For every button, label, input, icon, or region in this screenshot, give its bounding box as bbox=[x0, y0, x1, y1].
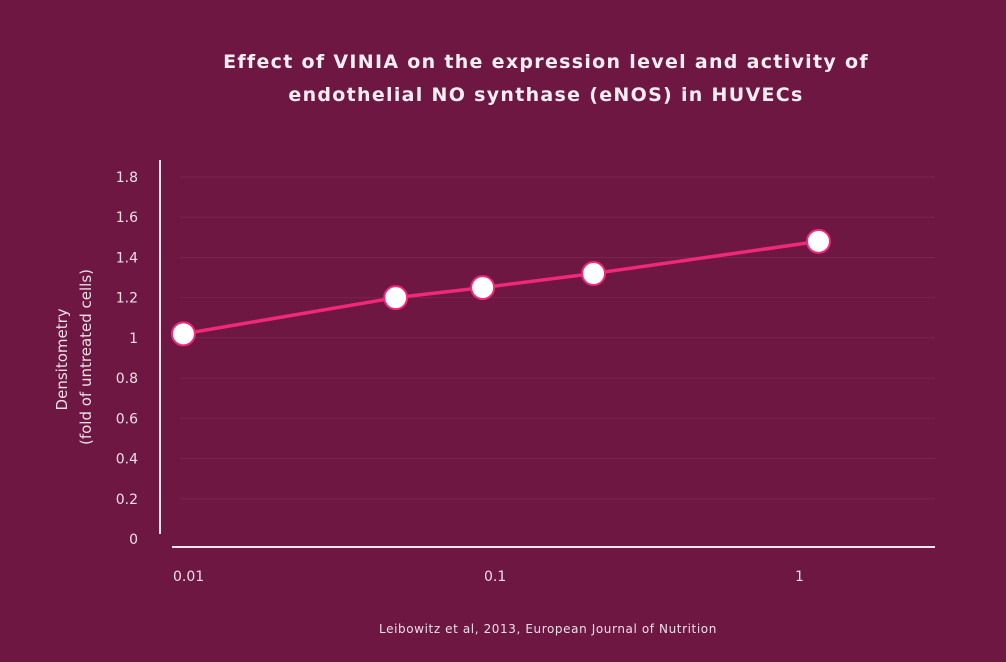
data-point-marker bbox=[581, 261, 607, 287]
y-axis-label: Densitometry (fold of untreated cells) bbox=[53, 269, 95, 445]
y-axis-ticks: 0 0.2 0.4 0.6 0.8 1 1.2 1.4 1.6 1.8 bbox=[116, 170, 138, 548]
data-point-marker bbox=[170, 321, 196, 347]
series-group bbox=[170, 228, 831, 347]
y-axis-label-line-1: Densitometry bbox=[53, 308, 71, 410]
series-line bbox=[183, 239, 819, 336]
x-axis-ticks: 0.01 0.1 1 bbox=[173, 569, 804, 585]
data-point-marker bbox=[470, 275, 496, 301]
y-tick-label: 1.8 bbox=[116, 170, 138, 186]
y-tick-label: 0.4 bbox=[116, 452, 138, 468]
y-tick-label: 1.2 bbox=[116, 291, 138, 307]
data-point-marker bbox=[805, 228, 831, 254]
y-tick-label: 0.6 bbox=[116, 411, 138, 427]
x-tick-label: 1 bbox=[795, 569, 804, 585]
y-tick-label: 0 bbox=[129, 532, 138, 548]
chart-title-line-2: endothelial NO synthase (eNOS) in HUVECs bbox=[288, 84, 804, 106]
y-tick-label: 0.2 bbox=[116, 492, 138, 508]
x-tick-label: 0.1 bbox=[484, 569, 506, 585]
source-footnote: Leibowitz et al, 2013, European Journal … bbox=[379, 622, 717, 636]
chart-title: Effect of VINIA on the expression level … bbox=[0, 46, 1006, 112]
gridlines bbox=[180, 176, 935, 500]
y-axis-label-line-2: (fold of untreated cells) bbox=[77, 269, 95, 445]
y-tick-label: 1 bbox=[129, 331, 138, 347]
y-tick-label: 1.4 bbox=[116, 250, 138, 266]
data-point-marker bbox=[383, 285, 409, 311]
y-tick-label: 0.8 bbox=[116, 371, 138, 387]
chart-title-line-1: Effect of VINIA on the expression level … bbox=[223, 51, 869, 73]
y-tick-label: 1.6 bbox=[116, 210, 138, 226]
x-tick-label: 0.01 bbox=[173, 569, 204, 585]
